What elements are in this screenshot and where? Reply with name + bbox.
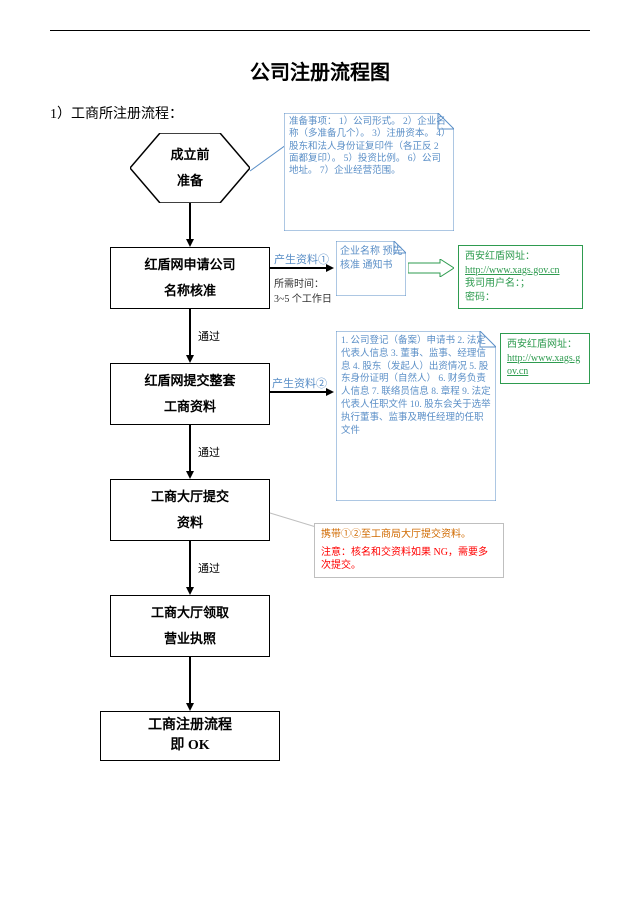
node-submit-set-l2: 工商资料	[111, 394, 269, 420]
produce2-arrow-line	[270, 391, 328, 393]
callout-notice: 企业名称 预先核准 通知书	[336, 241, 406, 296]
arrow-2-head	[186, 355, 194, 363]
arrow-4-line	[189, 541, 191, 589]
produce1-arrow-line	[270, 267, 328, 269]
arrow-5-head	[186, 703, 194, 711]
callout-warn-l1: 携带①②至工商局大厅提交资料。	[321, 528, 497, 542]
node-hall-submit-l1: 工商大厅提交	[111, 484, 269, 510]
produce2-arrow-head	[326, 388, 334, 396]
arrow-2-line	[189, 309, 191, 357]
callout-warn-l2: 注意：核名和交资料如果 NG，需要多次提交。	[321, 546, 497, 573]
produce2-label: 产生资料②	[272, 375, 327, 391]
node-hall-submit-l2: 资料	[111, 510, 269, 536]
node-prep-label: 成立前 准备	[130, 133, 250, 203]
callout-warn: 携带①②至工商局大厅提交资料。 注意：核名和交资料如果 NG，需要多次提交。	[314, 523, 504, 578]
node-done-l2: 即 OK	[101, 736, 279, 756]
arrow-3-line	[189, 425, 191, 473]
callout-warn-tail	[268, 511, 318, 545]
edge-pass-1: 通过	[198, 328, 220, 344]
node-name-approve-l2: 名称核准	[111, 278, 269, 304]
open-arrow-login1	[408, 259, 454, 277]
callout-prep-text: 准备事项： 1）公司形式。 2）企业名称（多准备几个）。 3）注册资本。 4）股…	[289, 116, 449, 178]
node-done: 工商注册流程 即 OK	[100, 711, 280, 761]
node-name-approve-l1: 红盾网申请公司	[111, 252, 269, 278]
arrow-5-line	[189, 657, 191, 705]
node-hall-get-l1: 工商大厅领取	[111, 600, 269, 626]
arrow-1-head	[186, 239, 194, 247]
callout-login1: 西安红盾网址： http://www.xags.gov.cn 我司用户名：； 密…	[458, 245, 583, 309]
node-name-approve: 红盾网申请公司 名称核准	[110, 247, 270, 309]
flowchart-canvas: 成立前 准备 准备事项： 1）公司形式。 2）企业名称（多准备几个）。 3）注册…	[50, 133, 590, 863]
callout-login2: 西安红盾网址： http://www.xags.gov.cn	[500, 333, 590, 384]
callout-docs: 1. 公司登记（备案）申请书 2. 法定代表人信息 3. 董事、监事、经理信息 …	[336, 331, 496, 501]
node-hall-get: 工商大厅领取 营业执照	[110, 595, 270, 657]
callout-prep-tail	[248, 141, 288, 181]
callout-prep: 准备事项： 1）公司形式。 2）企业名称（多准备几个）。 3）注册资本。 4）股…	[284, 113, 454, 231]
arrow-4-head	[186, 587, 194, 595]
page-title: 公司注册流程图	[50, 56, 590, 85]
arrow-3-head	[186, 471, 194, 479]
produce1-label: 产生资料①	[274, 251, 329, 267]
node-submit-set: 红盾网提交整套 工商资料	[110, 363, 270, 425]
top-rule	[50, 30, 590, 31]
node-prep-l1: 成立前	[170, 142, 209, 168]
edge-pass-3: 通过	[198, 560, 220, 576]
node-prep: 成立前 准备	[130, 133, 250, 203]
login2-link[interactable]: http://www.xags.gov.cn	[507, 352, 583, 379]
arrow-1-line	[189, 203, 191, 241]
node-submit-set-l1: 红盾网提交整套	[111, 368, 269, 394]
node-done-l1: 工商注册流程	[101, 716, 279, 736]
page: 公司注册流程图 1）工商所注册流程： 成立前 准备 准备事项： 1）公司形式。	[0, 0, 640, 906]
node-hall-get-l2: 营业执照	[111, 626, 269, 652]
edge-pass-2: 通过	[198, 444, 220, 460]
produce1-time: 所需时间： 3~5 个工作日	[274, 275, 332, 305]
node-hall-submit: 工商大厅提交 资料	[110, 479, 270, 541]
node-prep-l2: 准备	[177, 168, 203, 194]
login1-link[interactable]: http://www.xags.gov.cn	[465, 264, 576, 278]
